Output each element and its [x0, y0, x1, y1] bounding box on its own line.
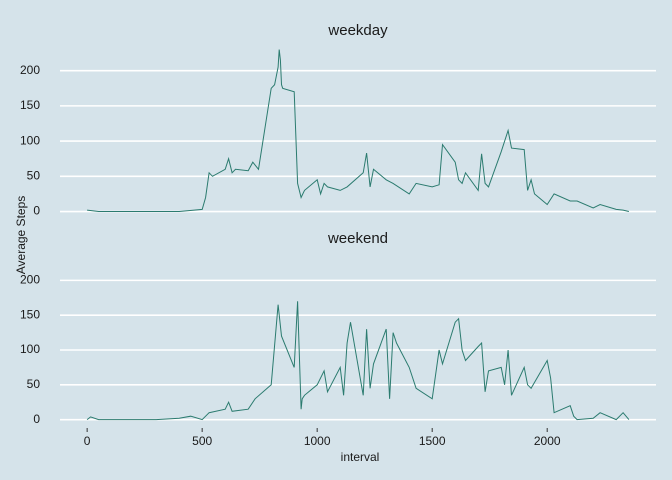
y-tick-label: 150 — [20, 98, 40, 112]
y-axis-label: Average Steps — [14, 196, 28, 275]
panel-title: weekend — [327, 230, 388, 247]
x-tick-label: 0 — [84, 434, 91, 448]
y-tick-label: 50 — [27, 168, 41, 182]
y-tick-label: 0 — [33, 412, 40, 426]
x-tick-label: 2000 — [534, 434, 561, 448]
y-tick-label: 50 — [27, 377, 41, 391]
y-tick-label: 200 — [20, 63, 40, 77]
x-axis-label: interval — [341, 450, 380, 464]
y-tick-label: 100 — [20, 133, 40, 147]
y-tick-label: 200 — [20, 273, 40, 287]
y-tick-label: 150 — [20, 307, 40, 321]
data-line — [86, 301, 630, 421]
x-tick-label: 500 — [192, 434, 212, 448]
y-tick-label: 0 — [33, 204, 40, 218]
x-tick-label: 1500 — [419, 434, 446, 448]
panel-title: weekday — [327, 22, 388, 39]
y-tick-label: 100 — [20, 342, 40, 356]
data-line — [87, 49, 630, 212]
x-tick-label: 1000 — [304, 434, 331, 448]
